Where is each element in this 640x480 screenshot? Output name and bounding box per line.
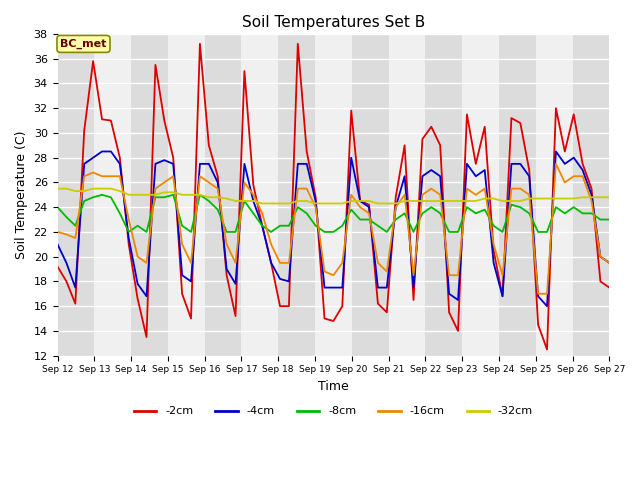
X-axis label: Time: Time	[318, 380, 349, 393]
Bar	[462, 34, 499, 356]
Bar	[388, 34, 426, 356]
Bar	[499, 34, 536, 356]
-2cm	[543, 347, 551, 352]
Title: Soil Temperatures Set B: Soil Temperatures Set B	[242, 15, 425, 30]
-4cm	[321, 285, 328, 290]
-8cm	[330, 229, 337, 235]
Y-axis label: Soil Temperature (C): Soil Temperature (C)	[15, 131, 28, 259]
-2cm	[214, 173, 221, 179]
-8cm	[98, 192, 106, 198]
Bar	[205, 34, 241, 356]
-8cm	[241, 198, 248, 204]
-16cm	[312, 204, 319, 210]
Bar	[94, 34, 131, 356]
-8cm	[596, 216, 604, 222]
-2cm	[321, 316, 328, 322]
-4cm	[54, 241, 61, 247]
-4cm	[232, 281, 239, 287]
-16cm	[596, 254, 604, 260]
-8cm	[54, 204, 61, 210]
Bar	[278, 34, 315, 356]
-16cm	[330, 272, 337, 278]
-32cm	[445, 198, 453, 204]
-2cm	[339, 303, 346, 309]
-32cm	[259, 201, 266, 206]
Bar	[536, 34, 573, 356]
-32cm	[321, 201, 328, 206]
-2cm	[605, 285, 613, 290]
-16cm	[534, 291, 542, 297]
-2cm	[445, 310, 453, 315]
Line: -2cm: -2cm	[58, 44, 609, 349]
-8cm	[223, 229, 230, 235]
-2cm	[232, 313, 239, 319]
-8cm	[348, 207, 355, 213]
Bar	[352, 34, 388, 356]
-32cm	[605, 194, 613, 200]
-32cm	[339, 201, 346, 206]
-4cm	[214, 180, 221, 185]
-4cm	[339, 285, 346, 290]
Bar	[241, 34, 278, 356]
-16cm	[223, 241, 230, 247]
Bar	[168, 34, 205, 356]
-4cm	[98, 149, 106, 155]
-2cm	[54, 264, 61, 269]
-32cm	[54, 186, 61, 192]
-16cm	[54, 229, 61, 235]
-4cm	[445, 291, 453, 297]
-8cm	[605, 216, 613, 222]
-4cm	[596, 254, 604, 260]
Line: -4cm: -4cm	[58, 152, 609, 306]
Line: -32cm: -32cm	[58, 189, 609, 204]
-8cm	[454, 229, 462, 235]
Legend: -2cm, -4cm, -8cm, -16cm, -32cm: -2cm, -4cm, -8cm, -16cm, -32cm	[129, 402, 538, 421]
-32cm	[205, 194, 212, 200]
-32cm	[223, 196, 230, 202]
-4cm	[543, 303, 551, 309]
Bar	[315, 34, 352, 356]
-16cm	[436, 192, 444, 198]
Line: -16cm: -16cm	[58, 164, 609, 294]
-2cm	[196, 41, 204, 47]
-16cm	[205, 180, 212, 185]
-4cm	[605, 260, 613, 266]
-8cm	[125, 229, 132, 235]
Line: -8cm: -8cm	[58, 195, 609, 232]
Bar	[573, 34, 609, 356]
-16cm	[552, 161, 560, 167]
-2cm	[596, 278, 604, 284]
Text: BC_met: BC_met	[60, 39, 107, 49]
-32cm	[596, 194, 604, 200]
-16cm	[605, 260, 613, 266]
Bar	[58, 34, 94, 356]
Bar	[131, 34, 168, 356]
Bar	[426, 34, 462, 356]
